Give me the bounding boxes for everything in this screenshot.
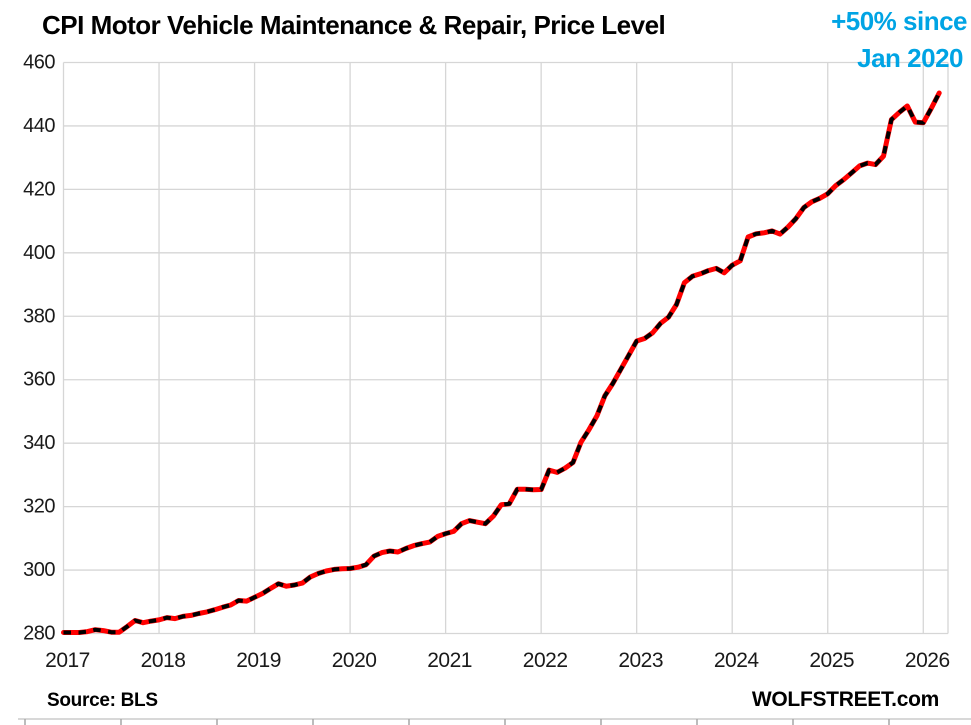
x-tick-label: 2024 [714,649,760,672]
x-tick-label: 2018 [141,649,186,672]
chart-title: CPI Motor Vehicle Maintenance & Repair, … [42,10,666,40]
y-tick-label: 280 [23,623,55,645]
y-tick-label: 460 [23,52,55,74]
x-tick-label: 2017 [45,649,90,672]
x-tick-label: 2019 [236,649,281,672]
x-tick-label: 2023 [618,649,663,672]
y-tick-label: 360 [23,369,55,391]
y-tick-label: 440 [23,115,55,137]
x-tick-label: 2022 [523,649,568,672]
price-line [61,90,942,635]
annotation-line-2: Jan 2020 [857,43,963,73]
annotation: +50% since Jan 2020 [831,3,967,77]
y-tick-label: 420 [23,178,55,200]
annotation-line-1: +50% since [831,6,967,36]
x-tick-label: 2025 [809,649,854,672]
source-label: Source: BLS [47,690,158,711]
x-tick-label: 2021 [427,649,472,672]
x-tick-label: 2026 [905,649,950,672]
y-tick-label: 400 [23,242,55,264]
bottom-axis-strip [18,718,971,725]
price-line-markers [63,92,941,635]
y-tick-label: 300 [23,559,55,581]
y-axis: 280 300 320 340 360 380 400 420 440 460 [23,52,948,645]
y-tick-label: 340 [23,432,55,454]
x-tick-label: 2020 [332,649,377,672]
x-axis: 2017 2018 2019 2020 2021 2022 2023 2024 2025 2026 [45,62,950,672]
y-tick-label: 380 [23,305,55,327]
y-tick-label: 320 [23,496,55,518]
wolfstreet-branding: WOLFSTREET.com [751,688,939,711]
